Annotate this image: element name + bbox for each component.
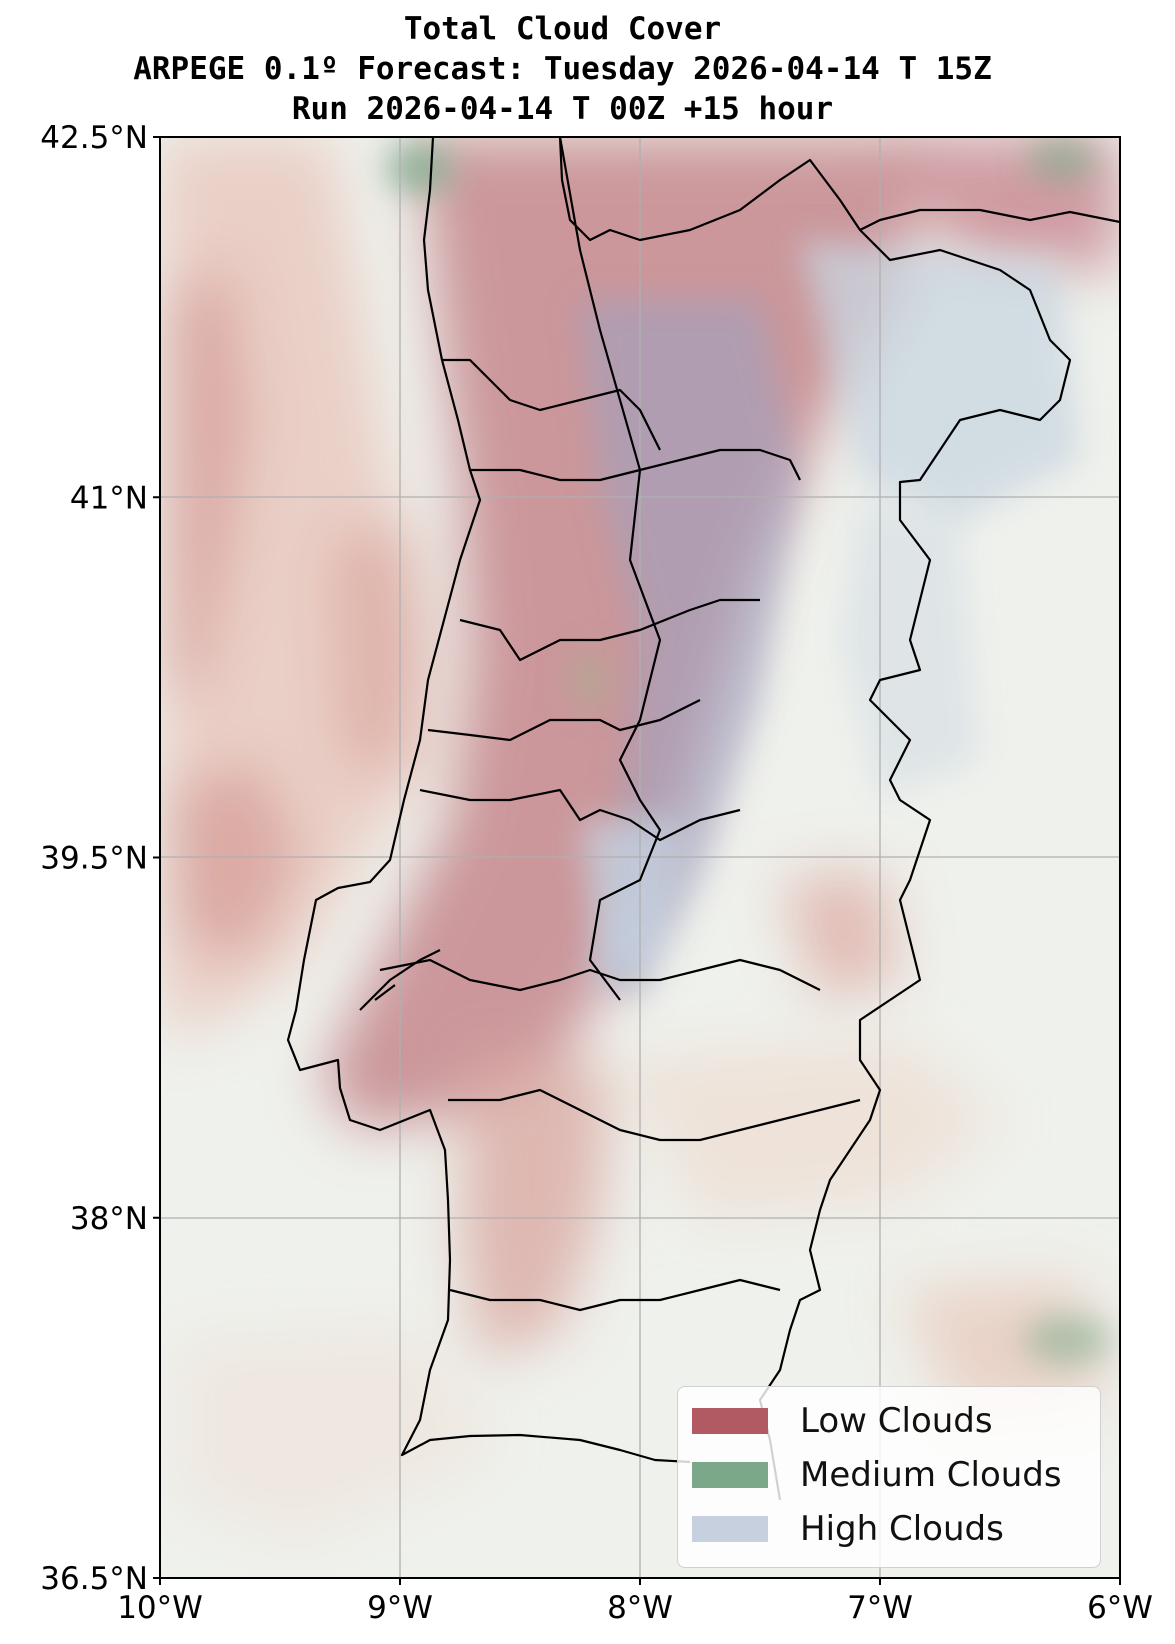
district-border-7: [448, 1088, 861, 1142]
medium-cloud-field: [386, 140, 1112, 1364]
high-cloud-field: [580, 240, 1080, 1000]
district-border-3: [459, 598, 760, 662]
borders: [286, 137, 1120, 1501]
lon-tick-label: 6°W: [1087, 1590, 1153, 1626]
district-border-9: [558, 137, 662, 1001]
lon-tick-label: 7°W: [847, 1590, 913, 1626]
lat-tick-label: 42.5°N: [40, 120, 148, 156]
lat-tick-label: 39.5°N: [40, 841, 148, 877]
legend-label-high: High Clouds: [800, 1509, 1004, 1549]
river-estuary-path: [359, 949, 441, 1011]
legend-label-medium: Medium Clouds: [800, 1455, 1062, 1495]
legend-swatch-medium: [692, 1462, 768, 1488]
cloud-fields: [160, 137, 1120, 1540]
title-line-1: Total Cloud Cover: [403, 11, 722, 47]
lat-tick-label: 41°N: [70, 480, 148, 516]
coastline-path: [286, 137, 691, 1464]
lon-tick-label: 8°W: [607, 1590, 673, 1626]
legend-item-low: Low Clouds: [692, 1401, 993, 1441]
title-line-3: Run 2026-04-14 T 00Z +15 hour: [291, 91, 834, 127]
legend: Low Clouds Medium Clouds High Clouds: [677, 1386, 1101, 1568]
gridlines: [160, 137, 1120, 1578]
border-spain-path: [558, 137, 1120, 1501]
lat-tick-label: 36.5°N: [40, 1561, 148, 1597]
legend-label-low: Low Clouds: [800, 1401, 993, 1441]
district-border-1: [442, 358, 661, 451]
legend-swatch-high: [692, 1516, 768, 1542]
district-border-8: [449, 1278, 781, 1312]
lat-tick-labels: 42.5°N 41°N 39.5°N 38°N 36.5°N: [40, 120, 148, 1597]
lat-tick-label: 38°N: [70, 1201, 148, 1237]
lon-tick-label: 10°W: [117, 1590, 203, 1626]
title-line-2: ARPEGE 0.1º Forecast: Tuesday 2026-04-14…: [133, 51, 992, 87]
district-border-4: [427, 699, 701, 742]
legend-swatch-low: [692, 1408, 768, 1434]
district-border-2: [470, 448, 801, 482]
legend-item-high: High Clouds: [692, 1509, 1004, 1549]
lon-tick-label: 9°W: [367, 1590, 433, 1626]
lon-tick-labels: 10°W 9°W 8°W 7°W 6°W: [117, 1590, 1153, 1626]
district-border-6: [379, 958, 821, 992]
low-cloud-field: [160, 137, 1120, 1540]
tick-marks: [153, 136, 1121, 1585]
district-border-5: [419, 788, 741, 842]
legend-item-medium: Medium Clouds: [692, 1455, 1062, 1495]
